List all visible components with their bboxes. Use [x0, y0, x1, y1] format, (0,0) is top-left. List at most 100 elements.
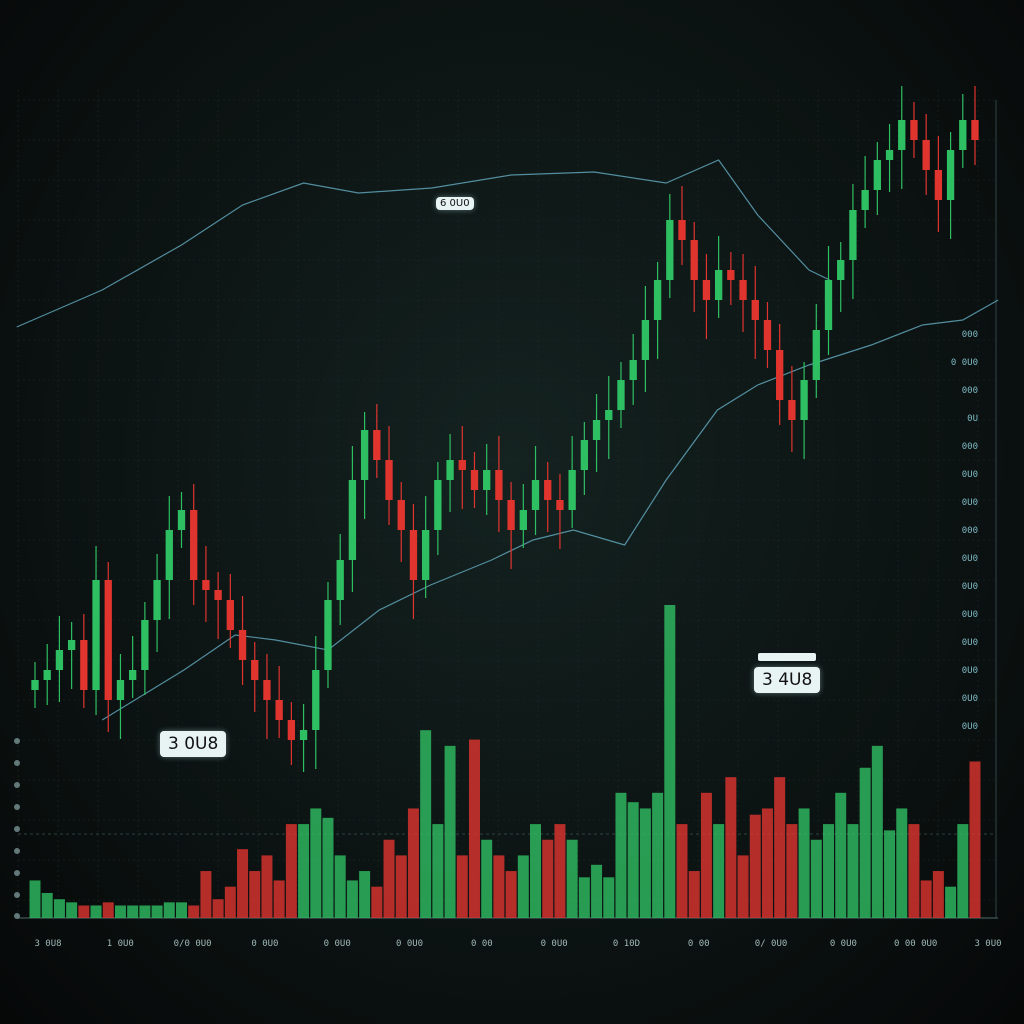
candle-body: [153, 580, 161, 620]
candle-body: [275, 700, 283, 720]
candle-body: [959, 120, 967, 150]
volume-bar: [945, 886, 957, 918]
volume-bar: [505, 871, 517, 918]
volume-bar: [346, 880, 358, 918]
y-tick-label: 000: [961, 386, 978, 396]
candle-body: [763, 320, 772, 350]
volume-bar: [114, 905, 126, 918]
candle-body: [336, 560, 344, 600]
volume-bar: [432, 824, 444, 918]
y-tick-label: 0U0: [961, 610, 978, 620]
volume-bar: [713, 824, 725, 918]
y-tick-label: 0U0: [961, 666, 978, 676]
y-tick-label: 000: [961, 526, 978, 536]
volume-bar: [53, 899, 65, 918]
candle-body: [812, 330, 820, 380]
volume-bar: [920, 880, 932, 918]
y-tick-label: 000: [961, 442, 978, 452]
candle-body: [141, 620, 149, 670]
x-tick-label: 0/0 0U0: [173, 939, 212, 949]
moving-average-short: [101, 299, 999, 721]
volume-bar: [407, 808, 419, 918]
candle-body: [788, 400, 796, 420]
candle-body: [849, 210, 857, 260]
axis-marker-dot: [14, 870, 20, 876]
axis-marker-dot: [14, 760, 20, 766]
volume-bar: [90, 905, 102, 918]
candle-body: [324, 600, 332, 670]
candle-body: [898, 120, 906, 150]
candle-body: [483, 470, 491, 490]
candle-body: [641, 320, 650, 360]
x-tick-label: 0 0U0: [540, 939, 568, 949]
candle-body: [299, 730, 308, 740]
candle-body: [873, 160, 881, 190]
volume-bar: [176, 902, 187, 918]
candle-body: [397, 500, 405, 530]
candle-body: [702, 280, 711, 300]
volume-bar: [163, 902, 175, 918]
y-tick-label: 0U0: [961, 554, 978, 564]
y-tick-label: 0U0: [961, 498, 978, 508]
x-tick-label: 0 0U0: [395, 939, 424, 949]
volume-bar: [639, 808, 651, 918]
candle-body: [910, 120, 918, 140]
volume-bar: [78, 905, 90, 918]
candle-body: [690, 240, 698, 280]
price-tag-bar: [758, 653, 816, 661]
candle-body: [287, 720, 296, 740]
volume-bar: [334, 855, 346, 918]
volume-bar: [444, 745, 456, 918]
x-tick-label: 0 00: [687, 939, 710, 949]
y-tick-label: 0U0: [961, 582, 978, 592]
x-tick-label: 3 0U0: [974, 939, 1002, 949]
candle-body: [946, 150, 955, 200]
volume-bar: [896, 808, 908, 918]
candle-body: [885, 150, 894, 160]
volume-bar: [578, 877, 590, 918]
volume-bar: [859, 767, 871, 918]
candle-body: [226, 600, 234, 630]
volume-bar: [481, 839, 493, 918]
candle-body: [104, 580, 112, 700]
candle-body: [824, 280, 833, 330]
volume-bar: [957, 824, 969, 918]
volume-bar: [835, 792, 847, 918]
volume-bar: [725, 777, 737, 918]
candle-body: [43, 670, 51, 680]
volume-bar: [700, 792, 712, 918]
candle-body: [666, 220, 674, 280]
volume-bar: [322, 817, 334, 918]
candle-body: [177, 510, 186, 530]
x-tick-label: 0 0U0: [251, 939, 279, 949]
volume-bar: [237, 849, 249, 918]
x-tick-label: 1 0U0: [106, 939, 134, 949]
axis-marker-dot: [14, 848, 20, 854]
volume-bar: [530, 824, 542, 918]
y-tick-label: 000: [961, 330, 978, 340]
candle-body: [776, 350, 784, 400]
volume-bar: [359, 871, 371, 918]
x-tick-label: 0 00: [471, 939, 493, 949]
candle-body: [544, 480, 552, 500]
volume-bar: [774, 777, 786, 918]
volume-bar: [273, 880, 285, 918]
x-tick-label: 0 0U0: [829, 939, 857, 949]
candle-body: [446, 460, 454, 480]
y-tick-label: 0U0: [961, 470, 978, 480]
price-tag-left: 3 0U8: [160, 731, 227, 757]
candle-body: [373, 430, 381, 460]
volume-bar: [249, 871, 261, 918]
volume-bar: [761, 808, 773, 918]
candle-body: [714, 270, 723, 300]
y-tick-label: 0U0: [961, 638, 978, 648]
candle-body: [629, 360, 637, 380]
candle-body: [55, 650, 64, 670]
volume-bar: [847, 824, 859, 918]
volume-bar: [664, 605, 676, 918]
x-tick-label: 3 0U8: [34, 939, 62, 949]
volume-bar: [517, 855, 529, 918]
volume-bar: [200, 871, 212, 918]
volume-bar: [615, 792, 627, 918]
volume-bar: [871, 745, 883, 918]
